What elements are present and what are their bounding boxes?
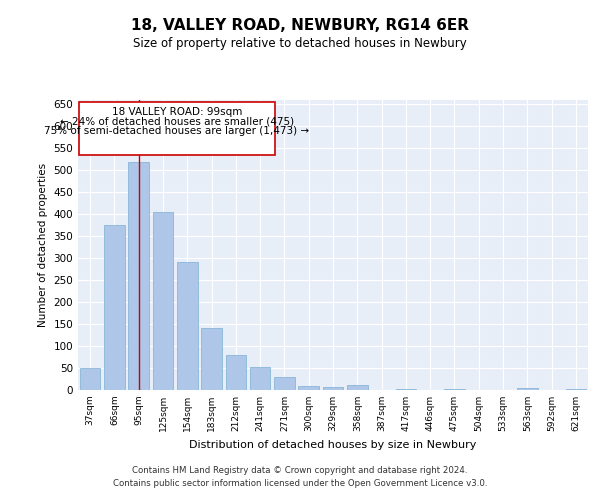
Text: Size of property relative to detached houses in Newbury: Size of property relative to detached ho… [133,38,467,51]
Bar [201,328,222,390]
Text: 75% of semi-detached houses are larger (1,473) →: 75% of semi-detached houses are larger (… [44,126,310,136]
Bar [152,212,173,390]
Bar [566,389,586,390]
Bar [80,368,100,390]
Bar [226,355,246,390]
Bar [104,225,125,390]
Bar [274,377,295,390]
Text: ← 24% of detached houses are smaller (475): ← 24% of detached houses are smaller (47… [60,116,294,126]
Text: 18, VALLEY ROAD, NEWBURY, RG14 6ER: 18, VALLEY ROAD, NEWBURY, RG14 6ER [131,18,469,32]
Bar [517,388,538,390]
FancyBboxPatch shape [79,102,275,155]
Bar [250,366,271,390]
Bar [128,162,149,390]
Text: 18 VALLEY ROAD: 99sqm: 18 VALLEY ROAD: 99sqm [112,108,242,118]
Y-axis label: Number of detached properties: Number of detached properties [38,163,48,327]
Bar [444,388,465,390]
Text: Contains HM Land Registry data © Crown copyright and database right 2024.
Contai: Contains HM Land Registry data © Crown c… [113,466,487,487]
Bar [298,386,319,390]
X-axis label: Distribution of detached houses by size in Newbury: Distribution of detached houses by size … [190,440,476,450]
Bar [177,262,197,390]
Bar [347,384,368,390]
Bar [323,387,343,390]
Bar [395,388,416,390]
